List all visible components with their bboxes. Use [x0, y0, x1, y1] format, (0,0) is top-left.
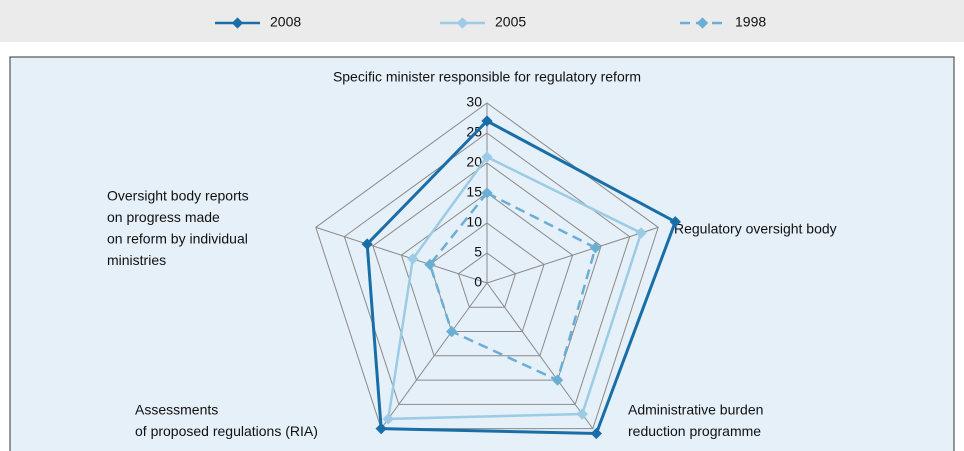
- plot-area: [9, 56, 955, 451]
- legend-band: [0, 0, 964, 42]
- grid-ring: [400, 192, 574, 357]
- series-line: [365, 119, 678, 436]
- r-tick-label: 20: [466, 154, 482, 170]
- axis-label: Assessments: [135, 402, 218, 418]
- axis-label: Oversight body reports: [107, 188, 249, 204]
- marker: [635, 227, 647, 239]
- marker: [576, 408, 588, 420]
- series-line: [386, 155, 643, 421]
- marker: [481, 151, 493, 163]
- axis-label: Specific minister responsible for regula…: [333, 69, 641, 85]
- marker: [590, 427, 602, 440]
- r-tick-label: 15: [466, 184, 482, 200]
- spoke: [486, 226, 659, 284]
- grid-ring: [372, 162, 602, 381]
- marker: [407, 253, 419, 265]
- legend-label: 2008: [270, 14, 301, 30]
- grid-ring: [343, 132, 631, 405]
- marker: [382, 413, 394, 425]
- r-tick-label: 25: [466, 124, 482, 140]
- legend-label: 2005: [495, 14, 526, 30]
- spoke: [380, 282, 488, 429]
- axis-label: Administrative burden: [628, 402, 763, 418]
- marker: [481, 187, 493, 199]
- marker: [375, 422, 387, 435]
- legend-label: 1998: [735, 14, 766, 30]
- marker: [424, 258, 436, 271]
- marker: [589, 242, 602, 254]
- spoke: [486, 282, 594, 429]
- series-line: [428, 191, 597, 382]
- marker: [669, 216, 681, 228]
- grid-ring: [429, 222, 545, 333]
- r-tick-label: 5: [474, 244, 482, 260]
- axis-label: of proposed regulations (RIA): [135, 423, 318, 439]
- axis-label: Regulatory oversight body: [674, 221, 837, 237]
- grid-ring: [457, 252, 517, 308]
- marker: [446, 325, 458, 338]
- marker: [551, 374, 564, 386]
- axis-label: ministries: [107, 252, 166, 268]
- grid-ring: [315, 102, 659, 430]
- axis-label: on progress made: [107, 209, 220, 225]
- r-tick-label: 10: [466, 214, 482, 230]
- marker: [361, 238, 373, 250]
- spoke: [315, 226, 488, 284]
- r-tick-label: 30: [466, 94, 482, 110]
- axis-label: on reform by individual: [107, 231, 248, 247]
- r-tick-label: 0: [474, 274, 482, 290]
- axis-label: reduction programme: [628, 423, 761, 439]
